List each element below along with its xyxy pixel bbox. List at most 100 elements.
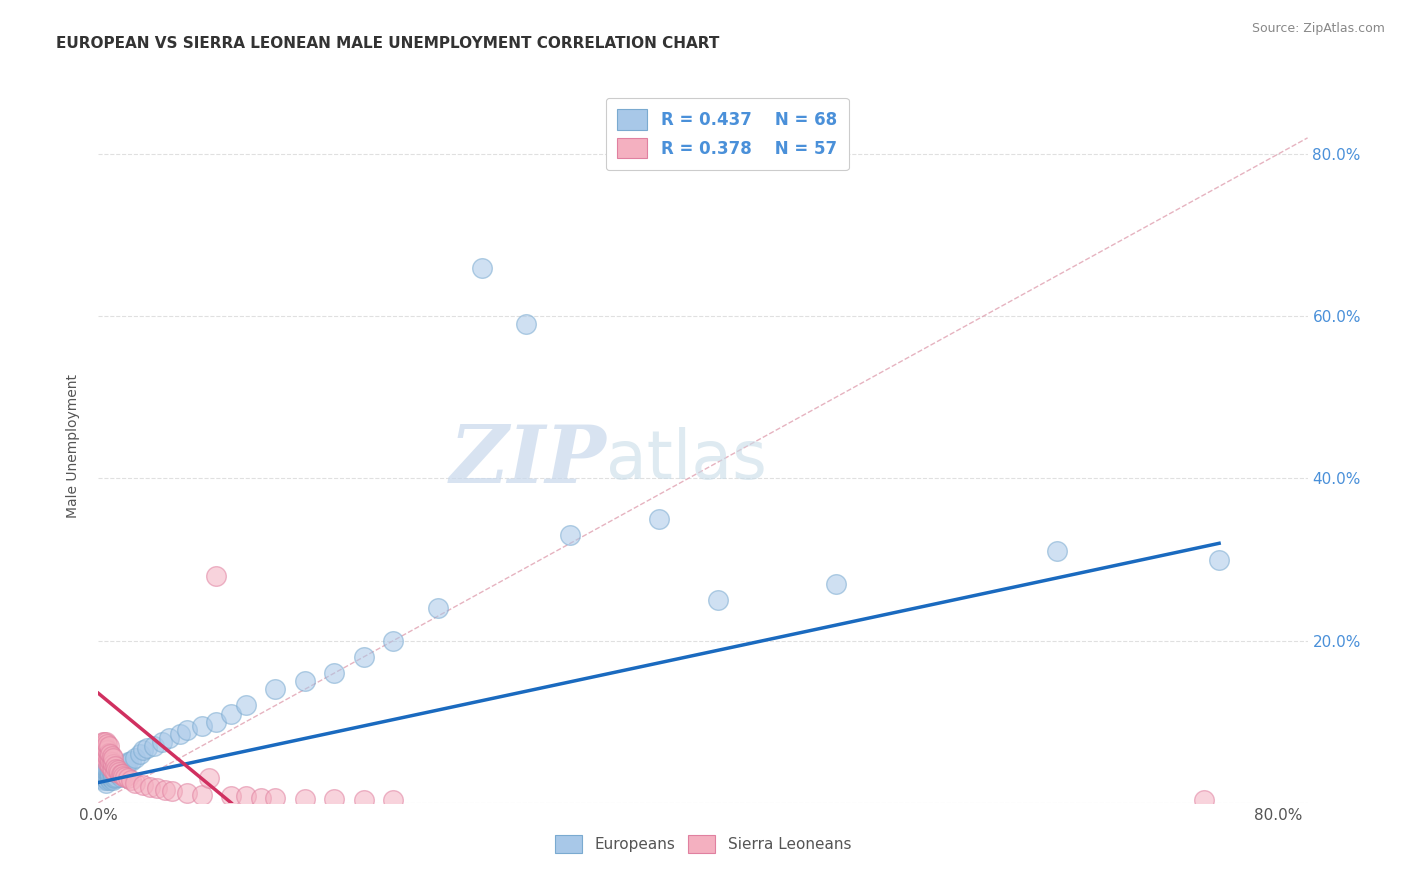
Point bbox=[97, 764, 120, 778]
Point bbox=[101, 751, 124, 765]
Point bbox=[104, 764, 127, 779]
Point bbox=[101, 764, 124, 778]
Point bbox=[124, 775, 146, 789]
Point bbox=[1194, 793, 1216, 807]
Point bbox=[150, 735, 173, 749]
Point bbox=[353, 649, 375, 664]
Point bbox=[353, 792, 375, 806]
Point bbox=[382, 633, 405, 648]
Point bbox=[97, 772, 120, 786]
Point bbox=[294, 674, 316, 689]
Point bbox=[190, 719, 212, 733]
Legend: Europeans, Sierra Leoneans: Europeans, Sierra Leoneans bbox=[548, 829, 858, 859]
Point bbox=[100, 756, 122, 770]
Point bbox=[198, 772, 221, 786]
Point bbox=[114, 759, 136, 773]
Point bbox=[115, 756, 138, 771]
Point bbox=[648, 512, 671, 526]
Point bbox=[91, 743, 114, 757]
Point bbox=[143, 739, 166, 753]
Point bbox=[94, 740, 117, 755]
Point bbox=[169, 727, 191, 741]
Point bbox=[104, 764, 127, 779]
Point bbox=[153, 782, 176, 797]
Point bbox=[98, 747, 121, 761]
Point bbox=[101, 773, 124, 788]
Point bbox=[94, 751, 117, 765]
Point bbox=[91, 772, 114, 786]
Point bbox=[96, 764, 118, 779]
Point bbox=[426, 601, 449, 615]
Point bbox=[131, 778, 153, 792]
Text: EUROPEAN VS SIERRA LEONEAN MALE UNEMPLOYMENT CORRELATION CHART: EUROPEAN VS SIERRA LEONEAN MALE UNEMPLOY… bbox=[56, 36, 720, 51]
Text: ZIP: ZIP bbox=[450, 422, 606, 499]
Point bbox=[105, 762, 128, 776]
Point bbox=[91, 767, 114, 781]
Point bbox=[111, 767, 134, 781]
Point bbox=[96, 762, 118, 776]
Point bbox=[98, 762, 121, 776]
Point bbox=[98, 754, 121, 768]
Point bbox=[120, 773, 142, 788]
Text: Source: ZipAtlas.com: Source: ZipAtlas.com bbox=[1251, 22, 1385, 36]
Point bbox=[219, 706, 242, 721]
Point bbox=[323, 666, 346, 681]
Point bbox=[146, 781, 169, 796]
Point bbox=[120, 754, 142, 768]
Point bbox=[104, 759, 127, 773]
Point bbox=[107, 764, 129, 778]
Point bbox=[108, 764, 131, 779]
Point bbox=[176, 786, 198, 800]
Y-axis label: Male Unemployment: Male Unemployment bbox=[66, 374, 80, 518]
Point bbox=[105, 764, 128, 778]
Point bbox=[96, 769, 118, 783]
Point bbox=[107, 762, 129, 776]
Point bbox=[160, 783, 183, 797]
Point bbox=[560, 528, 582, 542]
Point bbox=[107, 767, 129, 781]
Point bbox=[176, 723, 198, 737]
Point bbox=[96, 756, 118, 770]
Point bbox=[97, 739, 120, 753]
Point bbox=[93, 735, 115, 749]
Point bbox=[101, 770, 124, 784]
Point bbox=[824, 577, 846, 591]
Point bbox=[94, 772, 117, 786]
Point bbox=[96, 748, 118, 763]
Point bbox=[93, 773, 115, 788]
Point bbox=[205, 568, 228, 582]
Point bbox=[91, 739, 114, 753]
Point bbox=[98, 773, 121, 788]
Point bbox=[382, 792, 405, 806]
Point bbox=[105, 770, 128, 784]
Point bbox=[94, 735, 117, 749]
Point bbox=[98, 759, 121, 773]
Point bbox=[264, 682, 287, 697]
Point bbox=[112, 769, 135, 783]
Point bbox=[110, 764, 132, 778]
Point bbox=[94, 767, 117, 781]
Point bbox=[97, 756, 120, 771]
Point bbox=[706, 593, 728, 607]
Point bbox=[97, 746, 120, 760]
Point bbox=[96, 738, 118, 752]
Point bbox=[131, 743, 153, 757]
Point bbox=[100, 764, 122, 779]
Point bbox=[100, 772, 122, 786]
Point bbox=[1046, 544, 1069, 558]
Point bbox=[93, 764, 115, 779]
Point bbox=[110, 770, 132, 784]
Point bbox=[94, 746, 117, 760]
Point bbox=[205, 714, 228, 729]
Point bbox=[108, 764, 131, 779]
Point bbox=[100, 748, 122, 763]
Point bbox=[294, 791, 316, 805]
Point bbox=[157, 731, 180, 745]
Point bbox=[98, 766, 121, 780]
Point bbox=[101, 762, 124, 776]
Point bbox=[117, 756, 139, 770]
Point bbox=[1208, 552, 1230, 566]
Point bbox=[94, 764, 117, 778]
Point bbox=[139, 780, 162, 794]
Point bbox=[112, 762, 135, 776]
